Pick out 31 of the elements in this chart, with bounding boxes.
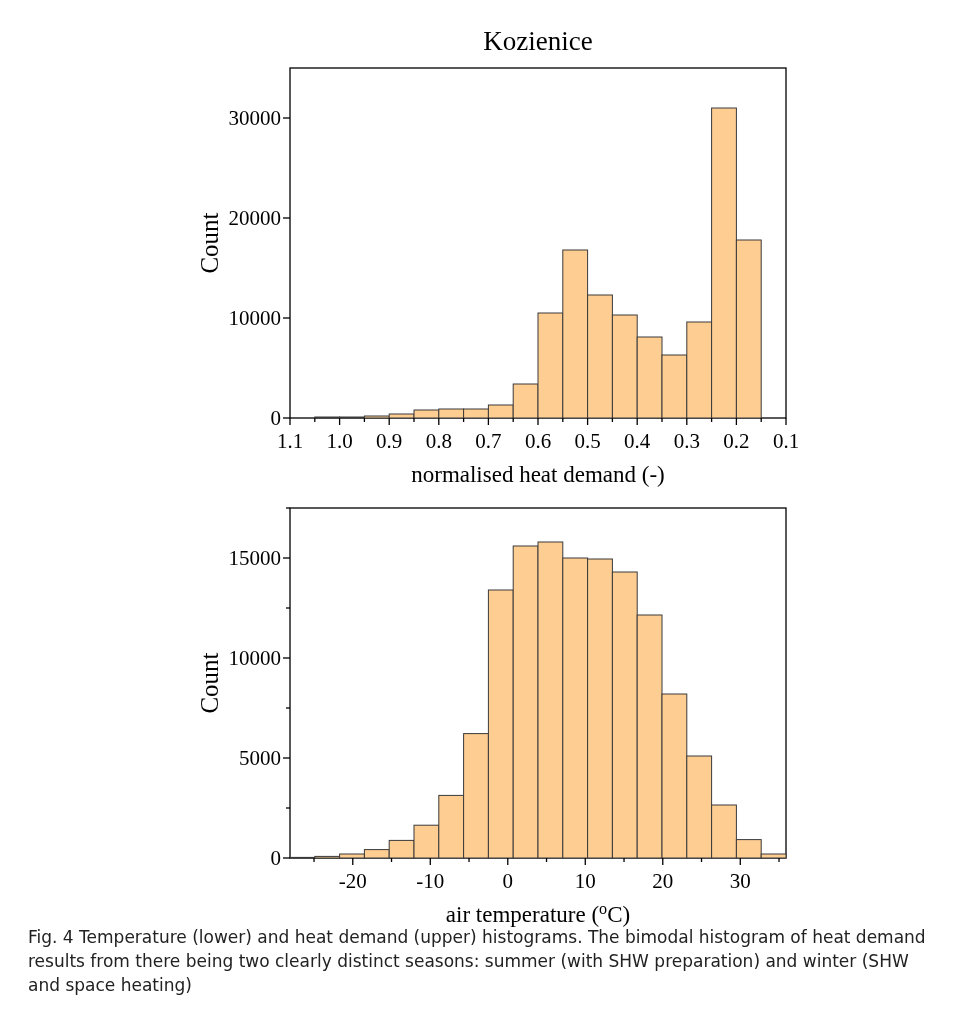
y-tick-label: 10000 [228,306,281,331]
x-tick-label: 0.4 [624,429,651,453]
x-tick-label: 0.2 [723,429,750,453]
x-tick-label: 0 [502,869,514,893]
y-tick-label: 0 [270,846,281,871]
caption: Fig. 4 Temperature (lower) and heat demand (upper) histograms. The bimodal histogram of heat demand results from there being two clearly distinct seasons: summer (with SHW preparation) and winter (SHW and space heating) [28,927,926,995]
x-tick-label: 0.1 [772,429,800,453]
x-tick-label: 30 [729,869,751,893]
x-tick-label: 0.8 [425,429,452,453]
x-tick-label: 0.7 [475,429,502,453]
x-tick-label: 0.3 [673,429,700,453]
x-tick-label: 20 [652,869,674,893]
chart-title: Kozienice [483,26,593,56]
x-axis-title: normalised heat demand (-) [411,462,665,487]
x-tick-label: 10 [574,869,596,893]
y-axis-title: Count [196,652,223,714]
y-tick-label: 15000 [228,546,281,571]
x-tick-label: -20 [338,869,367,893]
y-tick-label: 5000 [239,746,281,771]
x-tick-label: 0.5 [574,429,601,453]
y-tick-label: 30000 [228,106,281,131]
y-tick-label: 0 [270,406,281,431]
y-tick-label: 20000 [228,206,281,231]
x-tick-label: 1.0 [326,429,353,453]
x-tick-label: 0.9 [376,429,403,453]
x-axis-title: air temperature ($^{o}$C) [445,899,631,927]
x-tick-label: 1.1 [276,429,304,453]
y-axis-title: Count [196,212,223,274]
x-tick-label: -10 [416,869,445,893]
y-tick-label: 10000 [228,646,281,671]
x-tick-label: 0.6 [524,429,552,453]
